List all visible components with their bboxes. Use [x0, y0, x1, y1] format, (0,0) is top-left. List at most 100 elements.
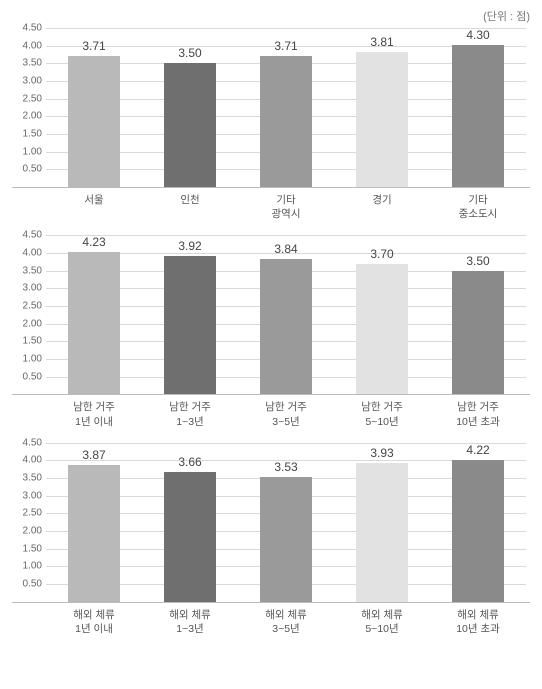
- plot-area: 0.501.001.502.002.503.003.504.004.504.23…: [12, 235, 530, 395]
- y-tick-label: 4.00: [12, 248, 42, 259]
- y-tick-label: 4.50: [12, 230, 42, 241]
- bar: [452, 460, 504, 602]
- chart-panel: 0.501.001.502.002.503.003.504.004.503.71…: [12, 28, 530, 221]
- chart-panel: 0.501.001.502.002.503.003.504.004.503.87…: [12, 443, 530, 636]
- x-ticks: 남한 거주1년 이내남한 거주1~3년남한 거주3~5년남한 거주5~10년남한…: [46, 400, 526, 428]
- bar: [356, 52, 408, 187]
- bar: [260, 259, 312, 395]
- bar-cell: 3.71: [238, 28, 334, 187]
- plot-area: 0.501.001.502.002.503.003.504.004.503.87…: [12, 443, 530, 603]
- bar-cell: 3.81: [334, 28, 430, 187]
- bar: [164, 472, 216, 601]
- bar-value-label: 4.30: [466, 28, 489, 42]
- bar: [260, 56, 312, 187]
- y-tick-label: 3.00: [12, 76, 42, 87]
- x-tick-label: 경기: [334, 193, 430, 221]
- x-tick-label: 남한 거주3~5년: [238, 400, 334, 428]
- panels-container: 0.50 1.00 1.50 2.00 2.50 3.00 3.50 4.00 4.50 3.71…: [12, 28, 530, 636]
- bar-value-label: 3.87: [82, 448, 105, 462]
- bar-cell: 3.53: [238, 443, 334, 602]
- bar-cell: 4.22: [430, 443, 526, 602]
- y-tick-label: 1.50: [12, 336, 42, 347]
- bar-value-label: 3.93: [370, 446, 393, 460]
- y-tick-label: 3.00: [12, 490, 42, 501]
- bar: [356, 264, 408, 395]
- y-tick-label: 3.00: [12, 283, 42, 294]
- bar-cell: 3.92: [142, 235, 238, 394]
- x-tick-label: 남한 거주5~10년: [334, 400, 430, 428]
- y-tick-label: 4.50: [12, 437, 42, 448]
- bar-value-label: 4.23: [82, 235, 105, 249]
- y-tick-label: 2.00: [12, 111, 42, 122]
- x-tick-label: 기타광역시: [238, 193, 334, 221]
- y-tick-label: 2.00: [12, 318, 42, 329]
- y-tick-label: 1.50: [12, 129, 42, 140]
- x-tick-label: 남한 거주10년 초과: [430, 400, 526, 428]
- bar: [68, 56, 120, 187]
- bar-cell: 4.30: [430, 28, 526, 187]
- x-tick-label: 해외 체류1~3년: [142, 608, 238, 636]
- bar-value-label: 3.53: [274, 460, 297, 474]
- bar-cell: 4.23: [46, 235, 142, 394]
- bar-cell: 3.66: [142, 443, 238, 602]
- bars-row: 3.87 3.66 3.53 3.93 4.22: [46, 443, 526, 602]
- bar-value-label: 3.81: [370, 35, 393, 49]
- y-tick-label: 0.50: [12, 371, 42, 382]
- bar-value-label: 4.22: [466, 443, 489, 457]
- y-tick-label: 1.00: [12, 561, 42, 572]
- y-tick-label: 4.50: [12, 23, 42, 34]
- y-tick-label: 3.50: [12, 473, 42, 484]
- chart-panel: 0.501.001.502.002.503.003.504.004.504.23…: [12, 235, 530, 428]
- x-tick-label: 남한 거주1~3년: [142, 400, 238, 428]
- bar-value-label: 3.70: [370, 247, 393, 261]
- bar-cell: 3.93: [334, 443, 430, 602]
- y-tick-label: 1.00: [12, 146, 42, 157]
- bar: [356, 463, 408, 602]
- bar-value-label: 3.84: [274, 242, 297, 256]
- bar-value-label: 3.50: [178, 46, 201, 60]
- bar-value-label: 3.66: [178, 455, 201, 469]
- y-tick-label: 2.00: [12, 526, 42, 537]
- bar: [68, 465, 120, 602]
- y-tick-label: 0.50: [12, 164, 42, 175]
- x-tick-label: 해외 체류5~10년: [334, 608, 430, 636]
- x-ticks: 해외 체류1년 이내해외 체류1~3년해외 체류3~5년해외 체류5~10년해외…: [46, 608, 526, 636]
- y-tick-label: 4.00: [12, 455, 42, 466]
- bar-value-label: 3.92: [178, 239, 201, 253]
- bar-cell: 3.50: [430, 235, 526, 394]
- bar-cell: 3.87: [46, 443, 142, 602]
- y-tick-label: 2.50: [12, 301, 42, 312]
- unit-label: (단위 : 점): [12, 8, 530, 24]
- y-tick-label: 3.50: [12, 265, 42, 276]
- y-tick-label: 4.00: [12, 40, 42, 51]
- bars-row: 3.71 3.50 3.71 3.81 4.30: [46, 28, 526, 187]
- x-tick-label: 해외 체류3~5년: [238, 608, 334, 636]
- chart-page: (단위 : 점) 0.50 1.00 1.50 2.00 2.50 3.00 3.50 4.0…: [0, 0, 542, 662]
- x-tick-label: 기타중소도시: [430, 193, 526, 221]
- x-ticks: 서울인천기타광역시경기기타중소도시: [46, 193, 526, 221]
- bar-value-label: 3.71: [82, 39, 105, 53]
- y-tick-label: 3.50: [12, 58, 42, 69]
- x-tick-label: 해외 체류1년 이내: [46, 608, 142, 636]
- plot-area: 0.501.001.502.002.503.003.504.004.503.71…: [12, 28, 530, 188]
- y-tick-label: 1.00: [12, 354, 42, 365]
- bar-value-label: 3.71: [274, 39, 297, 53]
- bar-value-label: 3.50: [466, 254, 489, 268]
- x-tick-label: 남한 거주1년 이내: [46, 400, 142, 428]
- bar: [260, 477, 312, 602]
- x-tick-label: 해외 체류10년 초과: [430, 608, 526, 636]
- y-tick-label: 2.50: [12, 508, 42, 519]
- x-tick-label: 인천: [142, 193, 238, 221]
- bar: [452, 271, 504, 395]
- y-tick-label: 2.50: [12, 93, 42, 104]
- bar-cell: 3.71: [46, 28, 142, 187]
- bar: [68, 252, 120, 394]
- y-tick-label: 0.50: [12, 579, 42, 590]
- bar-cell: 3.84: [238, 235, 334, 394]
- bar: [452, 45, 504, 187]
- bar: [164, 256, 216, 395]
- y-tick-label: 1.50: [12, 543, 42, 554]
- x-tick-label: 서울: [46, 193, 142, 221]
- bars-row: 4.23 3.92 3.84 3.70 3.50: [46, 235, 526, 394]
- bar: [164, 63, 216, 187]
